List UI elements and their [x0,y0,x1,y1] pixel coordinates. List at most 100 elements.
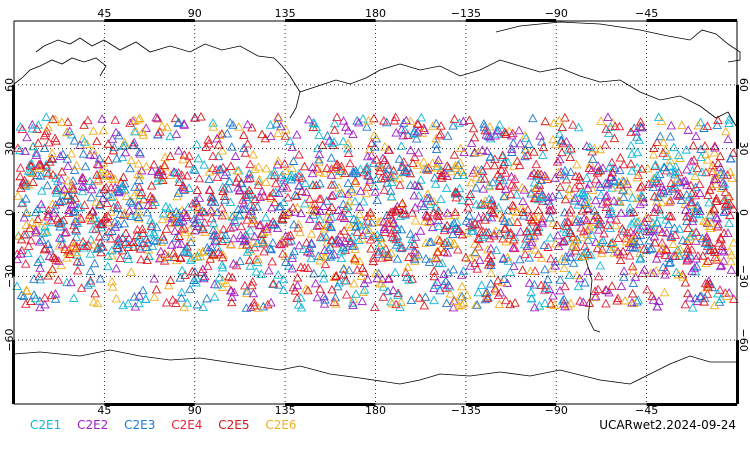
observation-marker [36,199,47,209]
observation-marker [388,173,398,183]
observation-marker [43,122,53,132]
observation-marker [161,297,172,307]
observation-marker [405,240,416,250]
observation-marker [412,160,423,169]
observation-marker [470,258,480,267]
observation-marker [404,252,414,261]
observation-marker [324,205,335,215]
observation-marker [15,163,26,172]
observation-marker [656,245,666,255]
observation-marker [189,252,200,261]
observation-marker [401,267,411,277]
observation-marker [136,254,146,264]
observation-marker [245,173,255,182]
observation-marker [286,174,297,184]
observation-marker [376,216,386,225]
observation-marker [72,250,82,259]
observation-marker [483,131,494,140]
observation-marker [231,177,242,186]
observation-marker [92,176,103,185]
observation-marker [609,196,619,205]
observation-marker [437,258,447,268]
observation-marker [123,254,134,263]
observation-marker [314,154,324,164]
observation-marker [266,202,277,212]
observation-marker [530,245,541,254]
observation-marker [648,182,659,191]
observation-marker [430,179,441,188]
observation-marker [718,177,728,187]
observation-marker [635,254,645,264]
observation-marker [82,139,92,148]
observation-marker [131,126,141,136]
observation-marker [43,211,53,221]
observation-marker [529,193,540,203]
observation-marker [52,185,62,195]
observation-marker [504,126,514,135]
observation-marker [54,240,65,250]
observation-marker [628,207,639,217]
observation-marker [246,302,256,311]
observation-marker [85,176,95,185]
observation-marker [464,196,474,205]
observation-marker [197,206,208,215]
observation-marker [41,162,52,171]
observation-marker [651,253,662,263]
observation-marker [369,130,380,140]
observation-marker [261,224,272,233]
observation-marker [565,247,576,257]
observation-marker [391,299,401,309]
observation-marker [564,270,575,279]
observation-marker [524,227,534,237]
observation-marker [21,299,31,308]
observation-marker [129,190,140,200]
observation-marker [53,275,64,284]
observation-marker [175,253,186,263]
observation-marker [294,181,304,190]
observation-marker [537,136,547,146]
observation-marker [154,253,165,263]
observation-marker [69,293,79,302]
observation-marker [605,223,616,232]
observation-marker [577,232,587,242]
observation-marker [304,214,315,223]
observation-marker [450,163,460,173]
observation-marker [424,237,435,247]
observation-marker [213,139,224,149]
observation-marker [92,170,102,179]
observation-marker [457,281,467,291]
observation-marker [404,275,414,284]
observation-marker [518,207,528,217]
observation-marker [529,177,540,187]
observation-marker [685,192,695,201]
observation-marker [685,292,695,302]
observation-marker [259,236,269,246]
observation-marker [396,224,407,234]
observation-marker [692,163,703,173]
observation-marker [687,302,698,312]
observation-marker [390,112,401,121]
observation-marker [500,184,511,193]
observation-marker [555,275,566,284]
observation-marker [13,191,23,200]
observation-marker [329,137,339,146]
observation-marker [697,167,707,176]
observation-marker [59,184,70,193]
observation-marker [714,238,724,247]
observation-marker [537,150,548,159]
observation-marker [450,160,461,170]
observation-marker [728,237,739,247]
observation-marker [171,233,181,242]
observation-marker [586,250,596,260]
observation-marker [122,250,133,259]
observation-marker [170,226,180,235]
observation-marker [656,116,667,125]
observation-marker [346,236,356,245]
observation-marker [632,147,643,157]
observation-marker [290,190,300,199]
observation-marker [454,118,465,127]
observation-marker [726,265,737,274]
observation-marker [317,232,328,242]
observation-marker [628,278,639,287]
observation-marker [230,217,241,226]
